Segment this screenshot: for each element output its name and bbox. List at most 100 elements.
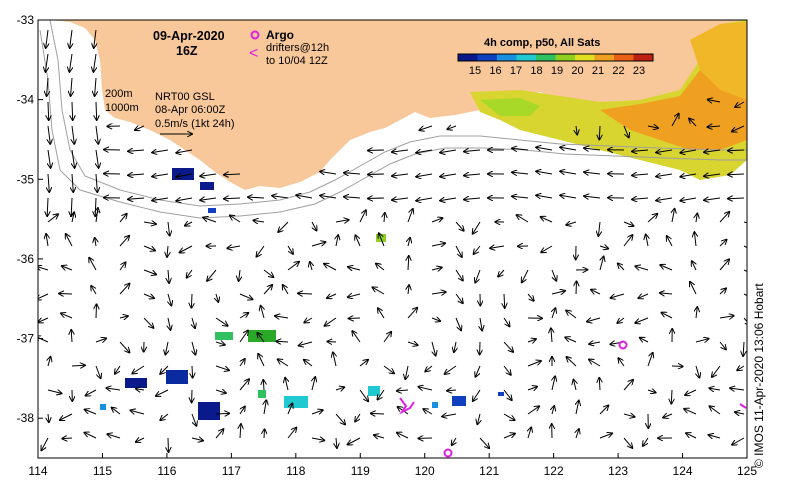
current-vector [48, 125, 50, 144]
current-vector [480, 317, 482, 330]
current-vector [551, 291, 565, 294]
current-vector [94, 29, 96, 48]
current-vector [576, 429, 579, 439]
current-vector [85, 433, 97, 439]
current-vector [623, 380, 633, 391]
current-vector [48, 357, 51, 367]
current-vector [498, 269, 505, 277]
current-vector [59, 294, 73, 295]
current-vector [143, 222, 156, 224]
current-vector [405, 365, 408, 379]
y-tick-label: -38 [17, 411, 35, 425]
current-vector [536, 171, 553, 174]
current-vector [567, 357, 577, 367]
current-vector [728, 198, 745, 199]
current-vector [378, 308, 385, 319]
current-vector [207, 269, 217, 281]
current-vector [735, 412, 745, 414]
current-vector [671, 389, 672, 404]
x-tick-label: 124 [673, 464, 693, 478]
current-vector [216, 293, 218, 302]
current-vector [96, 125, 98, 144]
current-vector [416, 150, 433, 153]
current-vector [384, 213, 385, 223]
current-vector [647, 390, 656, 393]
current-vector [119, 341, 129, 352]
current-vector [327, 294, 337, 298]
current-vector [440, 198, 457, 201]
current-vector [168, 317, 171, 330]
current-vector [656, 198, 673, 201]
current-vector [191, 293, 192, 308]
colorbar-tick-label: 17 [510, 65, 522, 77]
current-vector [348, 267, 361, 270]
current-vector [136, 438, 145, 442]
current-vector [95, 197, 96, 216]
current-vector [743, 341, 744, 356]
current-vector [599, 378, 600, 391]
current-vector [298, 293, 313, 294]
x-axis: 114 115 116 117 118 119 120 121 122 123 124 125 [28, 453, 757, 478]
current-vector [576, 281, 577, 295]
current-vector [710, 406, 721, 415]
current-vector [408, 285, 409, 295]
current-vector [541, 217, 553, 223]
current-vector [431, 268, 442, 271]
current-vector [560, 147, 577, 150]
current-vector [660, 293, 673, 294]
current-vector [261, 306, 264, 319]
current-vector [522, 269, 529, 282]
current-vector [527, 387, 537, 390]
current-vector [476, 365, 481, 377]
current-vector [253, 220, 265, 222]
current-vector [135, 126, 145, 130]
current-vector [589, 342, 601, 344]
current-vector [656, 174, 673, 177]
current-vector [416, 174, 433, 177]
land-mass [38, 20, 747, 190]
colorbar-frame [457, 53, 654, 62]
current-vector [287, 245, 293, 254]
current-vector [383, 332, 391, 343]
sst-patch-east [470, 20, 747, 180]
current-vector [128, 174, 145, 175]
current-vector [304, 318, 313, 323]
current-vector [618, 358, 625, 367]
current-vector [551, 269, 556, 281]
plot-frame [37, 19, 748, 459]
current-vector [224, 198, 241, 199]
current-vector [355, 235, 361, 247]
current-vector [599, 246, 608, 249]
current-vector [248, 197, 265, 198]
current-vector [374, 435, 385, 438]
current-vector [551, 328, 552, 343]
current-vector [96, 149, 99, 168]
current-vector [667, 236, 673, 247]
current-vector [473, 221, 481, 234]
current-vector [200, 198, 217, 200]
current-vector [335, 413, 345, 424]
current-vector [599, 433, 612, 439]
colorbar-tick-label: 20 [571, 65, 583, 77]
current-vector [46, 234, 48, 247]
current-vector [257, 333, 265, 343]
current-vector [419, 387, 433, 390]
colorbar-swatch [614, 54, 634, 61]
current-vector [240, 407, 245, 415]
map-date: 09-Apr-2020 [153, 29, 225, 43]
current-vector [584, 172, 601, 174]
current-vector [397, 390, 409, 391]
current-vector [737, 366, 745, 370]
current-vector [336, 437, 337, 448]
y-tick-label: -33 [17, 13, 35, 27]
colorbar-tick-label: 21 [592, 65, 604, 77]
current-vector [743, 293, 747, 297]
argo-float-marker [443, 448, 453, 458]
current-vector [38, 337, 49, 343]
current-vector [47, 197, 48, 216]
current-vector [96, 304, 97, 319]
current-vector [46, 29, 48, 48]
x-tick-label: 121 [479, 464, 499, 478]
current-vector [264, 429, 265, 439]
y-tick-label: -34 [17, 93, 35, 107]
